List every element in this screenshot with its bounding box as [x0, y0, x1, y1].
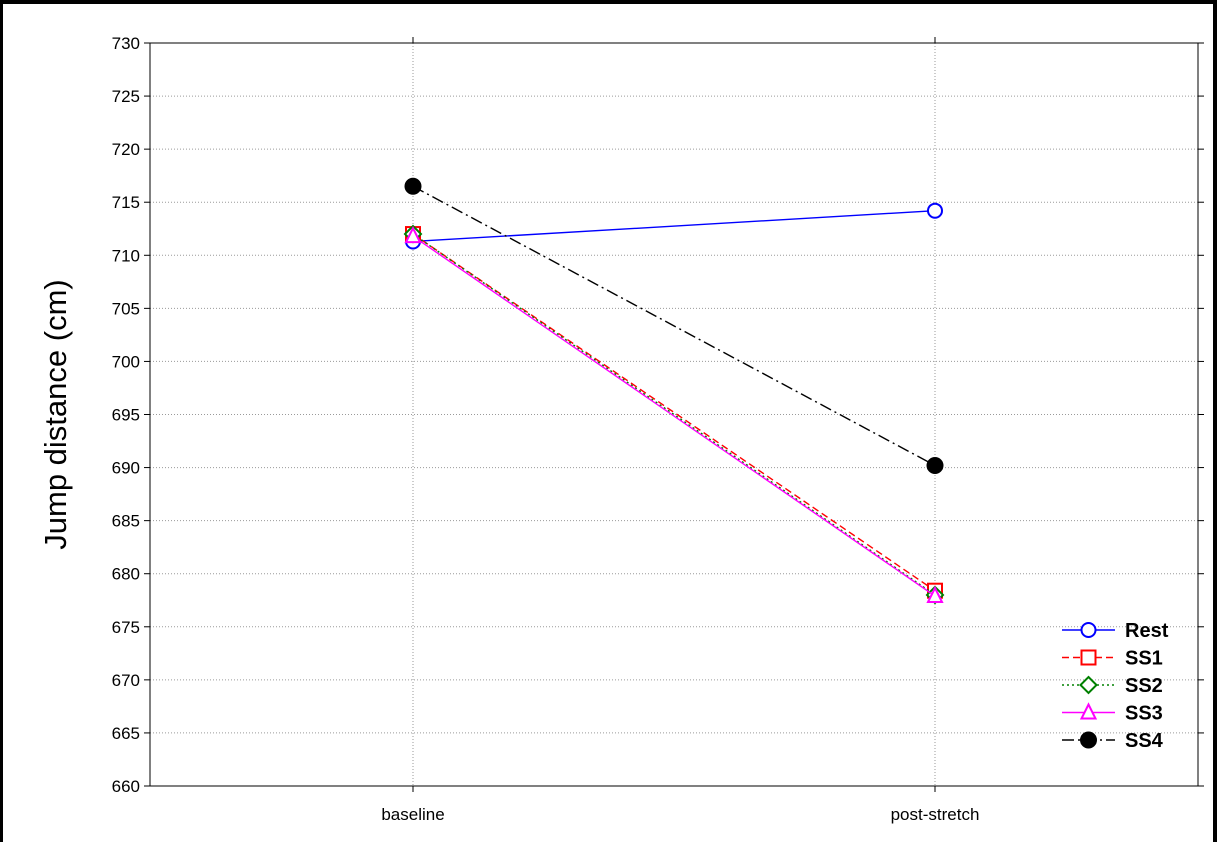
y-tick-label: 715 [112, 193, 140, 212]
y-tick-label: 685 [112, 512, 140, 531]
legend: Rest SS1 SS2 SS3 SS4 [1062, 620, 1169, 752]
plot-area [149, 42, 1199, 787]
y-axis: 660 665 670 675 680 685 690 695 700 705 710 715 720 7… [112, 34, 1204, 796]
series-layer [403, 177, 945, 605]
y-tick-label: 670 [112, 671, 140, 690]
series-line [412, 210, 936, 243]
y-tick-label: 700 [112, 352, 140, 371]
legend-entry-rest: Rest [1062, 620, 1169, 642]
y-tick-label: 705 [112, 299, 140, 318]
data-point [926, 456, 944, 474]
y-axis-title: Jump distance (cm) [38, 279, 73, 549]
legend-label: Rest [1125, 620, 1169, 642]
data-point [404, 177, 422, 195]
series-line [412, 233, 936, 592]
series-line [412, 185, 936, 467]
data-point [404, 225, 422, 244]
legend-label: SS4 [1125, 730, 1164, 752]
series-line [412, 235, 936, 597]
x-tick-label: baseline [381, 805, 444, 824]
y-tick-label: 725 [112, 87, 140, 106]
data-point [1080, 731, 1097, 749]
gridlines [150, 42, 1198, 787]
data-point [1080, 622, 1097, 638]
y-tick-label: 665 [112, 724, 140, 743]
data-point [926, 585, 944, 604]
data-point [1080, 649, 1097, 666]
legend-entry-ss3: SS3 [1062, 702, 1163, 725]
legend-entry-ss2: SS2 [1062, 675, 1163, 697]
legend-entry-ss4: SS4 [1062, 730, 1164, 752]
y-tick-label: 730 [112, 34, 140, 53]
y-tick-label: 720 [112, 140, 140, 159]
legend-label: SS1 [1125, 648, 1163, 670]
y-tick-label: 675 [112, 618, 140, 637]
legend-entry-ss1: SS1 [1062, 648, 1163, 670]
data-point [927, 202, 943, 219]
y-tick-label: 680 [112, 565, 140, 584]
x-tick-label: post-stretch [891, 805, 980, 824]
series-ss4 [404, 177, 944, 474]
data-point [1079, 675, 1098, 695]
y-tick-label: 710 [112, 246, 140, 265]
y-tick-label: 695 [112, 406, 140, 425]
series-ss3 [404, 225, 944, 604]
y-tick-label: 660 [112, 777, 140, 796]
legend-label: SS3 [1125, 703, 1163, 725]
data-point [1079, 702, 1098, 720]
y-tick-label: 690 [112, 459, 140, 478]
legend-label: SS2 [1125, 675, 1163, 697]
series-line [412, 233, 936, 596]
x-axis: baseline post-stretch [381, 37, 979, 824]
series-ss1 [405, 226, 943, 599]
